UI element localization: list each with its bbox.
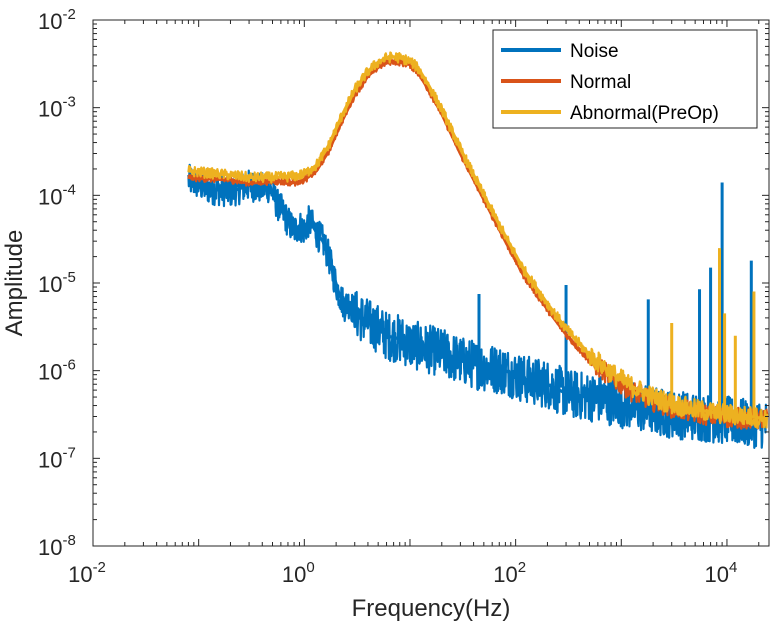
legend: Noise Normal Abnormal(PreOp) <box>492 29 758 129</box>
x-tick-labels: 10-2 100 102 104 <box>68 559 737 587</box>
y-tick-label: 10-2 <box>38 6 76 34</box>
tick-marks <box>92 19 769 547</box>
series-texture-normal <box>187 57 769 430</box>
legend-label-normal: Normal <box>570 72 631 93</box>
x-axis-label: Frequency(Hz) <box>352 595 511 622</box>
y-tick-label: 10-8 <box>38 532 76 560</box>
x-tick-label: 104 <box>705 559 738 587</box>
legend-label-abnormal-preop: Abnormal(PreOp) <box>570 103 719 124</box>
x-tick-label: 10-2 <box>68 559 106 587</box>
y-tick-label: 10-5 <box>38 269 76 297</box>
legend-label-noise: Noise <box>570 41 619 62</box>
x-tick-label: 100 <box>282 559 315 587</box>
y-tick-labels: 10-8 10-7 10-6 10-5 10-4 10-3 10-2 <box>38 6 76 560</box>
x-tick-label: 102 <box>493 559 526 587</box>
y-axis-label: Amplitude <box>1 230 28 337</box>
series-texture-abnormal-preop <box>187 51 769 430</box>
y-tick-label: 10-6 <box>38 357 76 385</box>
y-tick-label: 10-7 <box>38 444 76 472</box>
y-tick-label: 10-4 <box>38 181 76 209</box>
series-layer <box>187 51 769 450</box>
y-tick-label: 10-3 <box>38 94 76 122</box>
